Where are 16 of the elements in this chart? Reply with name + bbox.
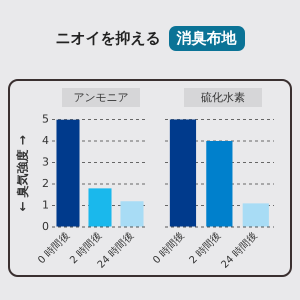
chart-title: 硫化水素 [184, 88, 262, 107]
y-tick-label: 0 [42, 220, 49, 233]
bar [56, 120, 80, 227]
y-tick-label: 1 [42, 198, 49, 212]
y-tick-label: 4 [42, 134, 49, 147]
text: 消臭布地 [168, 26, 244, 51]
y-axis-title: ← 臭気強度 → [15, 135, 30, 212]
y-tick-label: 5 [42, 112, 49, 126]
bar [88, 188, 112, 227]
x-tick-label: 0 時間後 [150, 230, 187, 266]
x-tick-label: 24 時間後 [218, 230, 260, 271]
y-tick-label: 2 [42, 176, 49, 190]
text: ニオイを抑える [56, 29, 160, 48]
chart-title: アンモニア [62, 88, 140, 107]
bar [120, 201, 144, 227]
y-tick-label: 3 [42, 155, 49, 168]
